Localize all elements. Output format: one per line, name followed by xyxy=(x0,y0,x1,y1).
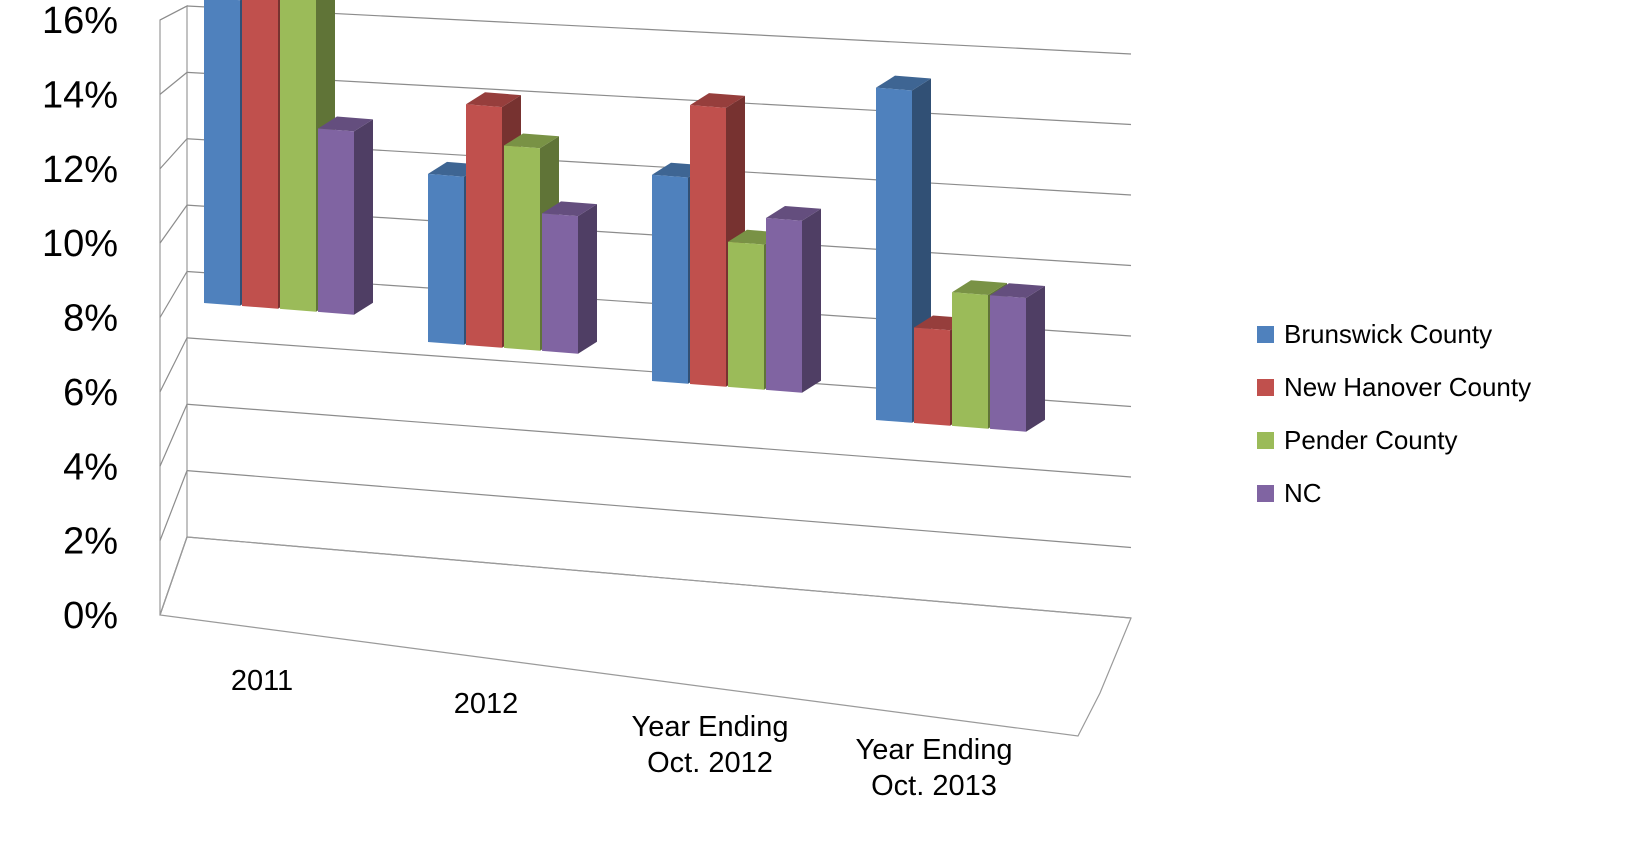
side-gridline xyxy=(159,337,188,393)
y-tick-label: 12% xyxy=(42,149,118,191)
bar xyxy=(318,116,373,315)
side-gridline xyxy=(159,5,188,21)
bar-top xyxy=(466,92,521,108)
bar-front xyxy=(766,217,802,393)
side-gridline xyxy=(159,204,188,244)
side-gridline xyxy=(159,71,188,95)
y-tick-label: 10% xyxy=(42,223,118,265)
side-gridline xyxy=(159,138,188,170)
bar-top xyxy=(952,280,1007,296)
x-tick-label: Year Ending Oct. 2012 xyxy=(632,711,789,779)
side-gridline xyxy=(159,404,188,467)
legend-swatch xyxy=(1257,485,1274,502)
legend-label: Pender County xyxy=(1284,425,1457,455)
bar-front xyxy=(542,213,578,354)
bar xyxy=(766,205,821,393)
y-tick-label: 2% xyxy=(63,521,118,563)
y-tick-label: 16% xyxy=(42,0,118,42)
bar-front xyxy=(876,87,912,423)
gridline xyxy=(186,403,1132,478)
y-tick-label: 14% xyxy=(42,74,118,116)
legend-swatch xyxy=(1257,379,1274,396)
gridline xyxy=(186,71,1132,126)
y-tick-label: 8% xyxy=(63,298,118,340)
y-tick-label: 4% xyxy=(63,446,118,488)
legend-label: Brunswick County xyxy=(1284,319,1492,349)
bar xyxy=(990,283,1045,432)
bar-top xyxy=(990,283,1045,298)
bar-front xyxy=(280,0,316,312)
side-gridline xyxy=(159,271,188,318)
bar-front xyxy=(652,174,688,384)
bar-front xyxy=(990,295,1026,432)
x-axis-ticks: 2011 2012 Year Ending Oct. 2012 Year Ending O… xyxy=(231,665,1013,802)
bar-side xyxy=(578,204,597,354)
bar-front xyxy=(728,241,764,390)
bar-front xyxy=(318,128,354,315)
bar-front xyxy=(952,292,988,429)
legend-item: NC xyxy=(1257,478,1322,508)
bar-side xyxy=(1026,286,1045,432)
bar xyxy=(542,201,597,354)
bar-front xyxy=(428,173,464,345)
y-axis-ticks: 0% 2% 4% 6% 8% 10% 12% 14% 16% xyxy=(42,0,118,637)
bar-top xyxy=(876,75,931,91)
legend-label: New Hanover County xyxy=(1284,372,1531,402)
floor-outline xyxy=(159,536,1132,737)
bar-top xyxy=(542,201,597,217)
gridline xyxy=(186,470,1132,549)
side-gridline xyxy=(159,470,188,541)
x-tick-label: Year Ending Oct. 2013 xyxy=(856,734,1013,802)
bar-front xyxy=(690,105,726,387)
bar-front xyxy=(204,0,240,306)
x-tick-label: 2012 xyxy=(454,688,519,720)
bar-side xyxy=(354,119,373,315)
legend-swatch xyxy=(1257,326,1274,343)
bars xyxy=(204,0,1045,432)
bar-front xyxy=(466,104,502,348)
legend-item: Brunswick County xyxy=(1257,319,1492,349)
gridline xyxy=(186,5,1132,55)
bar-side xyxy=(802,208,821,393)
legend: Brunswick County New Hanover County Pender… xyxy=(1257,319,1531,508)
y-tick-label: 6% xyxy=(63,372,118,414)
bar-top xyxy=(690,93,745,108)
bar-front xyxy=(242,0,278,309)
bar-front xyxy=(914,327,950,426)
y-tick-label: 0% xyxy=(63,595,118,637)
bar-top xyxy=(318,116,373,132)
chart-floor xyxy=(159,536,1132,737)
legend-item: New Hanover County xyxy=(1257,372,1531,402)
bar-top xyxy=(766,205,821,221)
legend-label: NC xyxy=(1284,478,1322,508)
legend-item: Pender County xyxy=(1257,425,1457,455)
x-tick-label: 2011 xyxy=(231,665,293,697)
bar-front xyxy=(504,145,540,351)
legend-swatch xyxy=(1257,432,1274,449)
bar-top xyxy=(504,133,559,149)
